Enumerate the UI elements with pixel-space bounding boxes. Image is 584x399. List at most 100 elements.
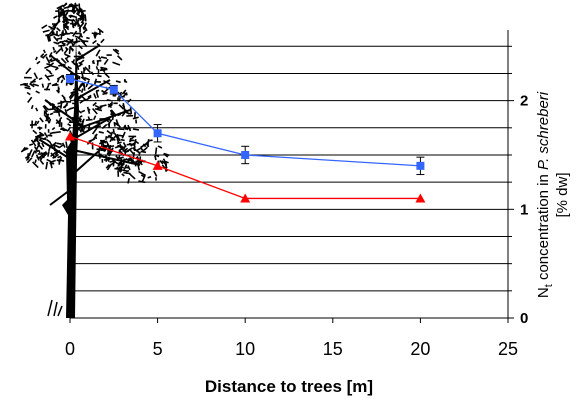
tree-foliage-needle (47, 151, 50, 157)
tree-foliage-needle (72, 87, 80, 91)
tree-branch (73, 79, 111, 101)
series-2 (65, 131, 426, 203)
tree-foliage-needle (47, 29, 54, 37)
tree-foliage-needle (33, 146, 39, 153)
tree-foliage-needle (66, 40, 72, 47)
tree-foliage-needle (121, 173, 125, 177)
tree-foliage-needle (68, 46, 72, 54)
tree-foliage-needle (120, 165, 125, 169)
tree-foliage-needle (45, 161, 49, 170)
tree-foliage-needle (48, 58, 53, 62)
tree-foliage-needle (42, 105, 48, 113)
tree-foliage-needle (48, 35, 52, 42)
tree-foliage-needle (64, 12, 69, 17)
tree-foliage-needle (125, 111, 132, 115)
tree-foliage-needle (117, 134, 124, 137)
tree-foliage-needle (46, 34, 50, 42)
tree-foliage-needle (44, 74, 51, 81)
tree-foliage-needle (64, 28, 68, 34)
tree-foliage-needle (87, 83, 94, 90)
tree-foliage-needle (85, 118, 93, 121)
tree-foliage-needle (57, 111, 61, 117)
tree-foliage-needle (106, 134, 111, 139)
tree-foliage-needle (69, 39, 75, 47)
tree-foliage-needle (86, 36, 90, 40)
tree-foliage-needle (34, 159, 37, 163)
tree-foliage-needle (123, 164, 128, 170)
tree-foliage-needle (97, 150, 101, 157)
tree-foliage-needle (44, 64, 52, 69)
tree-foliage-needle (98, 153, 102, 159)
axis-labels: Distance to trees [m] Nt concentration i… (205, 91, 571, 396)
tree-foliage-needle (72, 9, 75, 13)
tree-foliage-needle (112, 48, 120, 55)
tree-foliage-needle (94, 107, 103, 112)
tree-foliage-needle (54, 67, 59, 71)
tree-foliage-needle (102, 91, 108, 96)
tree-foliage-needle (123, 150, 130, 154)
tree-foliage-needle (164, 154, 169, 158)
tree-foliage-needle (81, 123, 85, 129)
tree-foliage-needle (117, 55, 123, 61)
tree-foliage-needle (112, 128, 116, 135)
tree-foliage-needle (52, 131, 61, 134)
tree-foliage-needle (105, 136, 108, 140)
tree-foliage-needle (69, 93, 76, 101)
tree-foliage-needle (79, 115, 83, 118)
tree-foliage-needle (90, 71, 94, 76)
tree-foliage-needle (51, 126, 56, 131)
tree-foliage-needle (20, 83, 27, 86)
tree-foliage-needle (120, 138, 125, 142)
tree-trunk (62, 40, 79, 318)
tree-foliage-needle (69, 14, 72, 19)
tree-foliage-needle (86, 106, 91, 114)
tree-foliage-needle (52, 155, 56, 159)
tree-foliage-needle (63, 39, 72, 44)
tree-foliage-needle (78, 63, 83, 68)
data-point-square (153, 129, 162, 138)
tree-foliage-needle (67, 66, 72, 70)
tree-foliage-needle (76, 8, 83, 15)
tree-foliage-needle (99, 104, 107, 108)
tree-foliage-needle (49, 112, 54, 116)
tree-foliage-needle (24, 86, 31, 90)
tree-foliage-needle (114, 132, 119, 140)
tree-foliage-needle (79, 7, 85, 15)
tree-foliage-needle (136, 162, 141, 171)
tree-foliage-needle (60, 7, 63, 12)
data-point-square (241, 150, 250, 159)
tree-foliage-needle (71, 116, 76, 120)
tree-foliage-needle (63, 2, 68, 7)
tree-foliage-needle (37, 149, 41, 154)
tree-foliage-needle (106, 130, 113, 136)
tree-foliage-needle (53, 143, 61, 149)
tree-foliage-needle (72, 30, 78, 37)
tree-foliage-needle (53, 50, 57, 54)
tree-foliage-needle (51, 32, 60, 37)
tree-foliage-needle (157, 145, 163, 149)
tree-foliage-needle (74, 40, 81, 43)
tree-foliage-needle (120, 145, 126, 150)
tree-foliage-needle (42, 29, 50, 33)
tree-foliage-needle (84, 14, 87, 22)
tree-foliage-needle (102, 68, 106, 72)
tree-foliage-needle (56, 27, 61, 32)
tree-foliage-needle (134, 160, 138, 167)
tree-foliage-needle (70, 47, 74, 52)
tree-foliage-needle (82, 29, 87, 34)
tree-foliage-needle (119, 157, 124, 163)
tree-foliage-needle (138, 170, 146, 177)
tree-foliage-needle (98, 131, 104, 134)
tree-foliage-needle (136, 160, 143, 166)
tree-foliage-needle (106, 141, 111, 149)
tree-foliage-needle (47, 144, 52, 152)
tree-foliage-needle (48, 118, 52, 123)
tree-foliage-needle (130, 160, 136, 165)
tree-foliage-needle (124, 147, 129, 152)
y-axis-unit: [% dw] (554, 172, 571, 217)
tree-foliage-needle (116, 133, 121, 142)
data-point-triangle (415, 193, 426, 203)
tree-foliage-needle (103, 71, 110, 79)
tree-foliage-needle (58, 158, 65, 162)
tree-foliage-needle (87, 123, 91, 131)
